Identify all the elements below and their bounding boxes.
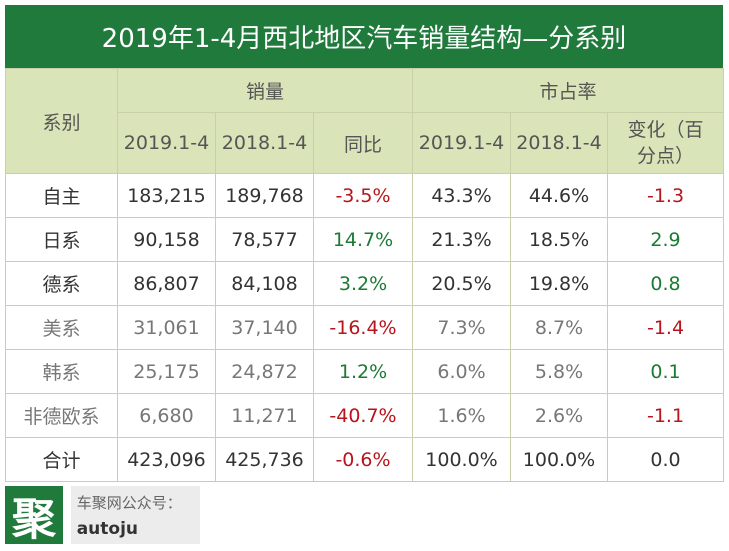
brand-line1: 车聚网公众号： bbox=[76, 493, 182, 512]
cell-yoy: -16.4% bbox=[312, 305, 414, 350]
brand-logo: 聚 bbox=[5, 486, 63, 545]
cell-share-2018: 2.6% bbox=[510, 393, 609, 438]
cell-share-2018: 19.8% bbox=[510, 261, 609, 306]
brand-info: 车聚网公众号： autoju bbox=[70, 486, 200, 544]
cell-sales-2018: 37,140 bbox=[215, 305, 314, 350]
header-sales-yoy: 同比 bbox=[312, 112, 414, 174]
cell-sales-2018: 84,108 bbox=[215, 261, 314, 306]
cell-yoy: 1.2% bbox=[312, 349, 414, 394]
cell-share-2019: 1.6% bbox=[412, 393, 512, 438]
cell-series: 日系 bbox=[5, 217, 118, 262]
table-title: 2019年1-4月西北地区汽车销量结构—分系别 bbox=[5, 5, 723, 68]
cell-sales-2018: 425,736 bbox=[215, 437, 314, 482]
cell-series: 自主 bbox=[5, 173, 118, 218]
cell-share-2019: 100.0% bbox=[412, 437, 512, 482]
cell-yoy: -40.7% bbox=[312, 393, 414, 438]
cell-sales-2019: 6,680 bbox=[117, 393, 216, 438]
cell-yoy: 3.2% bbox=[312, 261, 414, 306]
cell-share-2018: 100.0% bbox=[510, 437, 609, 482]
cell-sales-2019: 31,061 bbox=[117, 305, 216, 350]
brand-line2: autoju bbox=[76, 518, 138, 539]
cell-sales-2018: 78,577 bbox=[215, 217, 314, 262]
cell-change: 2.9 bbox=[607, 217, 725, 262]
cell-share-2019: 20.5% bbox=[412, 261, 512, 306]
header-share-change: 变化（百分点） bbox=[607, 112, 725, 174]
header-sales-group: 销量 bbox=[116, 68, 414, 113]
cell-sales-2018: 11,271 bbox=[215, 393, 314, 438]
table-row: 非德欧系 6,680 11,271 -40.7% 1.6% 2.6% -1.1 bbox=[5, 393, 725, 438]
cell-share-2019: 7.3% bbox=[412, 305, 512, 350]
cell-series: 合计 bbox=[5, 437, 118, 482]
cell-sales-2018: 189,768 bbox=[215, 173, 314, 218]
cell-change: 0.1 bbox=[607, 349, 725, 394]
header-share-2019: 2019.1-4 bbox=[412, 112, 512, 174]
cell-share-2019: 6.0% bbox=[412, 349, 512, 394]
table-row: 韩系 25,175 24,872 1.2% 6.0% 5.8% 0.1 bbox=[5, 349, 725, 394]
cell-share-2018: 44.6% bbox=[510, 173, 609, 218]
cell-yoy: 14.7% bbox=[312, 217, 414, 262]
cell-share-2019: 21.3% bbox=[412, 217, 512, 262]
cell-sales-2019: 423,096 bbox=[117, 437, 216, 482]
table-row: 美系 31,061 37,140 -16.4% 7.3% 8.7% -1.4 bbox=[5, 305, 725, 350]
footer-brand: 聚 车聚网公众号： autoju bbox=[5, 484, 200, 546]
cell-series: 美系 bbox=[5, 305, 118, 350]
cell-change: 0.0 bbox=[607, 437, 725, 482]
header-sales-2018: 2018.1-4 bbox=[215, 112, 314, 174]
cell-change: -1.3 bbox=[607, 173, 725, 218]
cell-sales-2018: 24,872 bbox=[215, 349, 314, 394]
cell-change: -1.4 bbox=[607, 305, 725, 350]
header-share-group: 市占率 bbox=[412, 68, 725, 113]
cell-sales-2019: 90,158 bbox=[117, 217, 216, 262]
table-row: 德系 86,807 84,108 3.2% 20.5% 19.8% 0.8 bbox=[5, 261, 725, 306]
cell-yoy: -0.6% bbox=[312, 437, 414, 482]
cell-sales-2019: 86,807 bbox=[117, 261, 216, 306]
cell-share-2018: 18.5% bbox=[510, 217, 609, 262]
header-share-2018: 2018.1-4 bbox=[510, 112, 609, 174]
cell-share-2019: 43.3% bbox=[412, 173, 512, 218]
cell-yoy: -3.5% bbox=[312, 173, 414, 218]
cell-sales-2019: 25,175 bbox=[117, 349, 216, 394]
cell-share-2018: 5.8% bbox=[510, 349, 609, 394]
header-series: 系别 bbox=[5, 68, 118, 174]
cell-share-2018: 8.7% bbox=[510, 305, 609, 350]
table-row: 日系 90,158 78,577 14.7% 21.3% 18.5% 2.9 bbox=[5, 217, 725, 262]
cell-series: 非德欧系 bbox=[5, 393, 118, 438]
sales-table: 系别 销量 市占率 2019.1-4 2018.1-4 同比 2019.1-4 … bbox=[5, 68, 725, 482]
cell-change: 0.8 bbox=[607, 261, 725, 306]
header-sales-2019: 2019.1-4 bbox=[117, 112, 216, 174]
cell-series: 韩系 bbox=[5, 349, 118, 394]
cell-change: -1.1 bbox=[607, 393, 725, 438]
cell-series: 德系 bbox=[5, 261, 118, 306]
table-row: 合计 423,096 425,736 -0.6% 100.0% 100.0% 0.0 bbox=[5, 437, 725, 482]
table-row: 自主 183,215 189,768 -3.5% 43.3% 44.6% -1.3 bbox=[5, 173, 725, 218]
cell-sales-2019: 183,215 bbox=[117, 173, 216, 218]
